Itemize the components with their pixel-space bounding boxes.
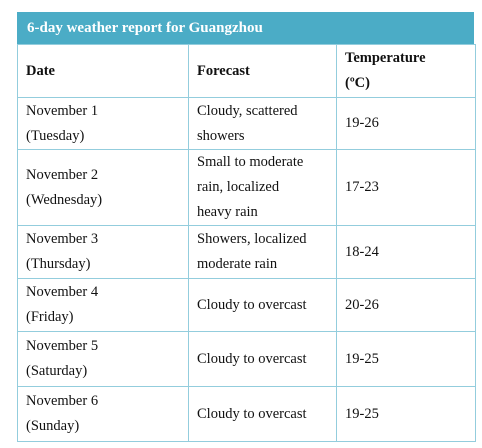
cell-line: Cloudy to overcast [197,296,307,313]
cell-line: November 2 [26,166,99,183]
cell-line: Cloudy to overcast [197,350,307,367]
cell-line: Cloudy to overcast [197,405,307,422]
table-cell: November 1 (Tuesday) [17,97,189,150]
cell-line: (Wednesday) [26,191,103,208]
table-cell: November 2 (Wednesday) [17,149,189,226]
table-row: November 6 (Sunday) Cloudy to overcast 19-2… [17,386,476,442]
table-row: November 4 (Friday) Cloudy to overcast 20-2… [17,278,476,332]
cell-line: Small to moderate [197,154,304,170]
table-cell: November 5 (Saturday) [17,331,189,387]
cell-line: heavy rain [197,204,258,220]
header-cell: Date [17,44,189,98]
table-row: November 5 (Saturday) Cloudy to overcast 19… [17,331,476,387]
table-row: November 1 (Tuesday) Cloudy, scattered show… [17,97,476,150]
table-cell: Showers, localized moderate rain [188,225,337,279]
table-row: November 2 (Wednesday) Small to moderate ra… [17,149,476,226]
table-cell: November 6 (Sunday) [17,386,189,442]
table-cell: 17-23 [336,149,476,226]
table-cell: Cloudy to overcast [188,331,337,387]
header-row: Date Forecast Temperature (ºC) [17,44,476,98]
cell-line: November 5 [26,338,99,354]
cell-line: (Friday) [26,309,74,325]
cell-line: rain, localized [197,179,280,195]
table-cell: Cloudy to overcast [188,278,337,332]
weather-table: Date Forecast Temperature (ºC) November 1 (T… [17,44,476,442]
cell-line: November 4 [26,284,99,300]
table-cell: Cloudy, scattered showers [188,97,337,150]
cell-line: November 3 [26,231,99,247]
table-cell: 19-25 [336,386,476,442]
table-cell: November 4 (Friday) [17,278,189,332]
cell-line: Temperature [345,50,426,66]
cell-line: moderate rain [197,256,278,272]
table-cell: 19-26 [336,97,476,150]
header-cell: Temperature (ºC) [336,44,476,98]
cell-line: Cloudy, scattered [197,102,298,119]
table-cell: November 3 (Thursday) [17,225,189,279]
header-cell: Forecast [188,44,337,98]
table-cell: 19-25 [336,331,476,387]
table-cell: Cloudy to overcast [188,386,337,442]
table-header: Date Forecast Temperature (ºC) [17,44,476,98]
table-cell: Small to moderate rain, localized heavy ra… [188,149,337,226]
table-cell: 18-24 [336,225,476,279]
cell-line: (Sunday) [26,418,80,434]
cell-line: (Saturday) [26,363,88,379]
cell-line: (Thursday) [26,256,91,272]
table-body: November 1 (Tuesday) Cloudy, scattered show… [17,97,476,442]
cell-line: (Tuesday) [26,127,85,144]
table-row: November 3 (Thursday) Showers, localized mo… [17,225,476,279]
cell-line: (ºC) [345,75,370,91]
table-cell: 20-26 [336,278,476,332]
table-title: 6-day weather report for Guangzhou [17,12,474,44]
cell-line: Showers, localized [197,231,307,247]
cell-line: November 1 [26,102,99,119]
cell-line: November 6 [26,393,99,409]
cell-line: showers [197,127,245,144]
